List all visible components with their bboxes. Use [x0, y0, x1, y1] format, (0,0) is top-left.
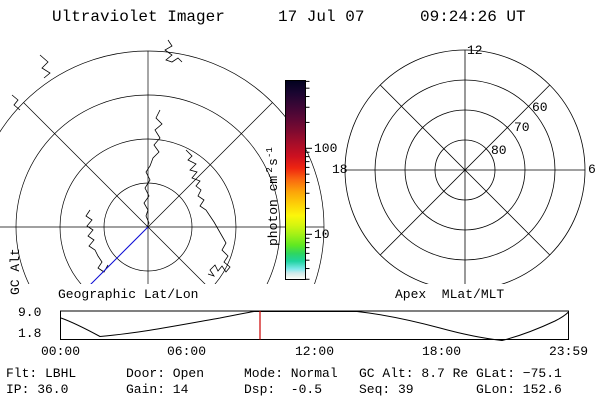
svg-text:-2: -2 [265, 167, 275, 178]
svg-text:photon cm: photon cm [266, 176, 281, 246]
svg-text:s: s [266, 158, 281, 166]
svg-text:-1: -1 [265, 147, 275, 158]
